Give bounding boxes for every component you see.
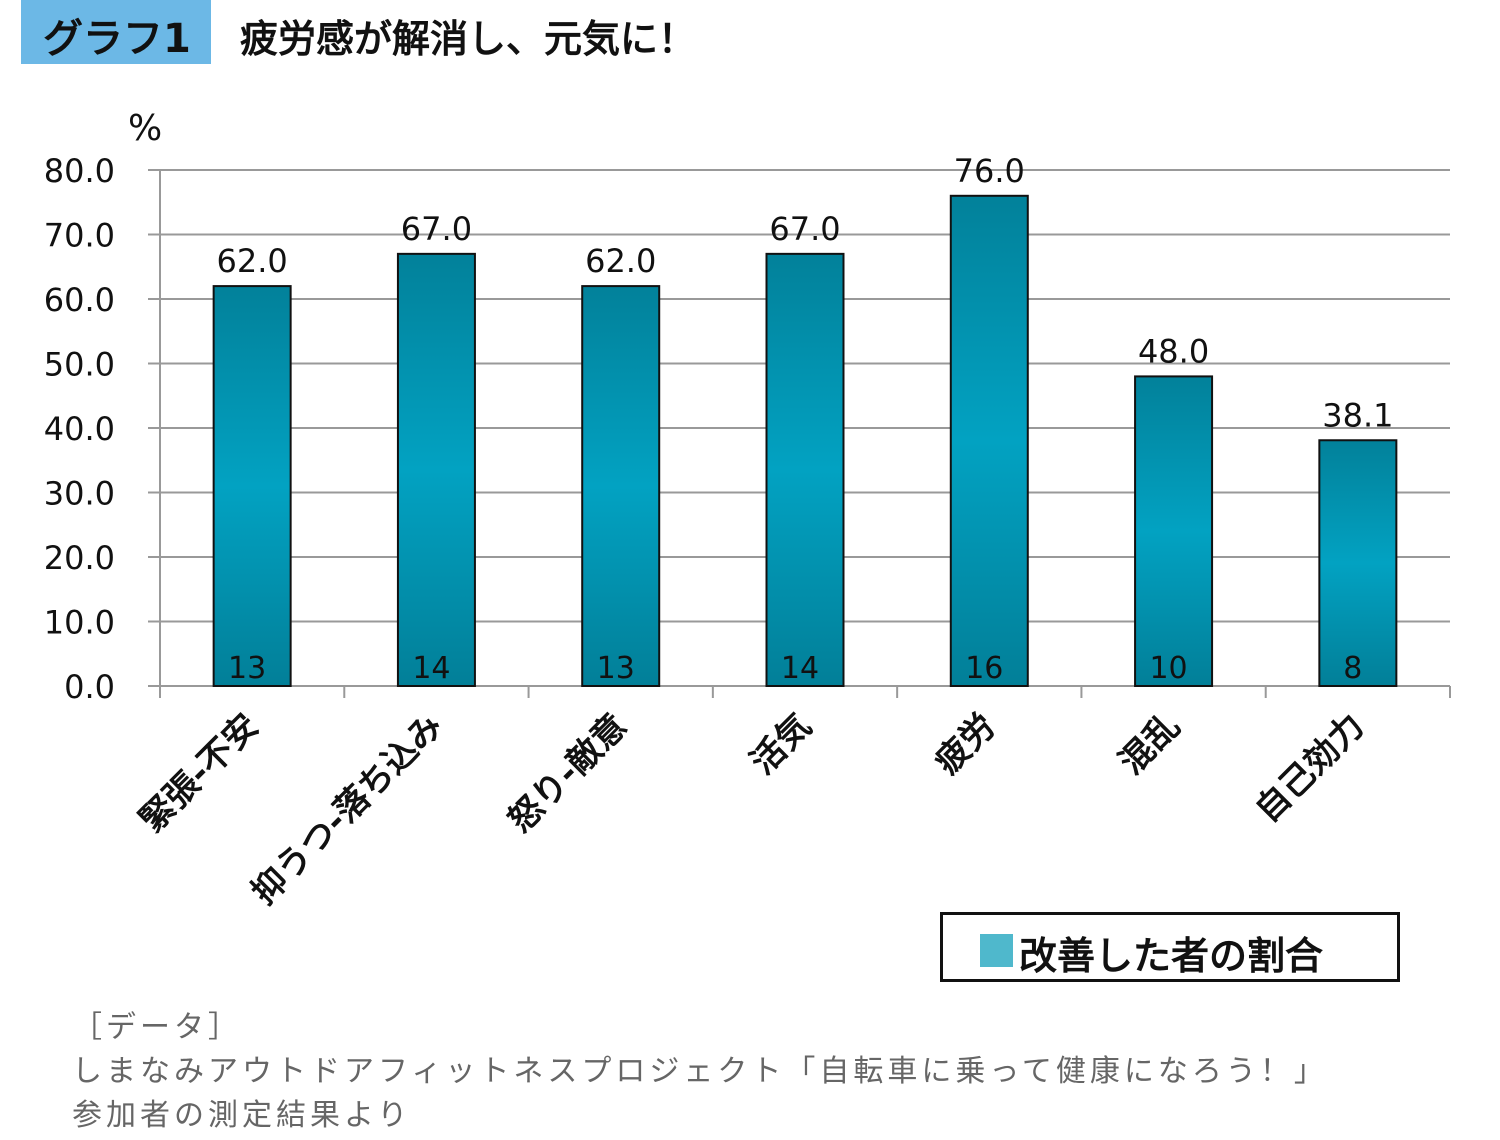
x-category-label: 怒り-敵意 [501, 706, 635, 840]
count-label: 14 [781, 651, 819, 686]
bar [949, 194, 1029, 688]
data-label: 76.0 [954, 152, 1025, 190]
data-label: 62.0 [585, 242, 656, 280]
x-category-label: 抑うつ-落ち込み [244, 706, 451, 913]
source-heading: ［データ］ [72, 1010, 242, 1045]
data-label: 67.0 [401, 210, 472, 248]
data-label: 67.0 [769, 210, 840, 248]
x-category-label: 混乱 [1112, 706, 1188, 782]
data-label: 48.0 [1138, 332, 1209, 370]
bar [1318, 439, 1398, 687]
count-label: 10 [1149, 651, 1187, 686]
legend: 改善した者の割合 [940, 912, 1400, 982]
bar [212, 285, 292, 687]
y-tick-label: 70.0 [44, 217, 115, 255]
y-tick-label: 60.0 [44, 281, 115, 319]
data-label: 62.0 [217, 242, 288, 280]
y-tick-label: 20.0 [44, 539, 115, 577]
count-label: 8 [1343, 651, 1362, 686]
data-label: 38.1 [1322, 396, 1393, 434]
legend-swatch [980, 934, 1013, 967]
count-label: 14 [412, 651, 450, 686]
y-tick-label: 40.0 [44, 410, 115, 448]
y-tick-label: 30.0 [44, 475, 115, 513]
bar [765, 252, 845, 687]
x-category-label: 活気 [743, 706, 819, 782]
bar [1134, 375, 1214, 687]
source-text: しまなみアウトドアフィットネスプロジェクト「自転車に乗って健康になろう！」 [72, 1054, 1328, 1089]
count-label: 16 [965, 651, 1003, 686]
x-category-label: 疲労 [927, 706, 1003, 782]
count-label: 13 [597, 651, 635, 686]
y-tick-label: 80.0 [44, 152, 115, 190]
x-category-label: 緊張-不安 [132, 706, 266, 840]
bar [396, 252, 476, 687]
bar [581, 285, 661, 687]
x-category-label: 自己効力 [1248, 706, 1372, 830]
figure-badge: グラフ1 [21, 0, 211, 64]
y-tick-label: 10.0 [44, 604, 115, 642]
source-text-2: 参加者の測定結果より [72, 1098, 412, 1133]
y-tick-label: 50.0 [44, 346, 115, 384]
chart-title: 疲労感が解消し、元気に！ [240, 17, 697, 61]
count-label: 13 [228, 651, 266, 686]
y-axis-unit: % [128, 108, 162, 149]
y-tick-label: 0.0 [64, 668, 115, 706]
legend-label: 改善した者の割合 [1019, 934, 1324, 978]
figure-number: グラフ1 [43, 16, 191, 62]
